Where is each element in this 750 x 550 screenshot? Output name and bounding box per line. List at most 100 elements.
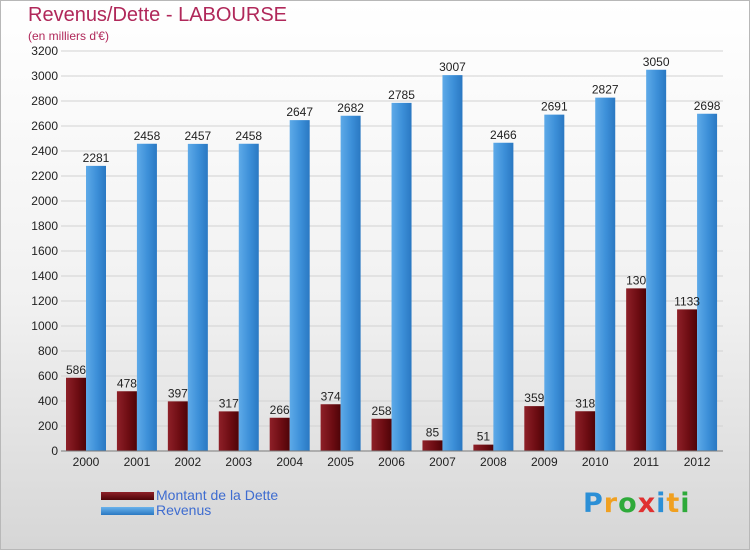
x-tick-label: 2009 xyxy=(531,455,558,469)
bar-revenus xyxy=(136,143,157,451)
y-tick-label: 0 xyxy=(51,444,58,458)
logo-letter: i xyxy=(656,488,667,519)
bar-dette xyxy=(116,391,137,451)
x-tick-label: 2010 xyxy=(582,455,609,469)
data-label-dette: 318 xyxy=(575,396,595,410)
x-tick-label: 2001 xyxy=(124,455,151,469)
bar-dette xyxy=(167,401,188,451)
y-tick-label: 1400 xyxy=(31,269,58,283)
data-label-dette: 359 xyxy=(524,391,544,405)
x-tick-label: 2002 xyxy=(174,455,201,469)
y-tick-label: 2200 xyxy=(31,169,58,183)
y-tick-label: 800 xyxy=(38,344,58,358)
logo-letter: t xyxy=(666,488,681,519)
bar-revenus xyxy=(289,120,310,451)
data-label-revenus: 2466 xyxy=(490,128,517,142)
y-tick-label: 2600 xyxy=(31,119,58,133)
bar-revenus xyxy=(697,113,718,451)
bar-dette xyxy=(473,444,494,451)
bar-revenus xyxy=(442,75,463,451)
x-tick-label: 2011 xyxy=(633,455,659,469)
y-tick-labels: 0 200 400 600 800 1000 1200 1400 1600 1800 2000 220… xyxy=(31,44,58,458)
data-label-revenus: 3007 xyxy=(439,60,466,74)
data-label-dette: 397 xyxy=(168,386,188,400)
data-label-dette: 317 xyxy=(219,396,239,410)
x-tick-label: 2004 xyxy=(276,455,303,469)
x-tick-label: 2006 xyxy=(378,455,405,469)
data-label-revenus: 2281 xyxy=(83,151,110,165)
bar-dette xyxy=(575,411,596,451)
data-labels: 586 2281 478 2458 397 2457 317 2458 266 2647 374 26… xyxy=(66,55,721,444)
proxiti-logo: Proxiti xyxy=(583,488,691,519)
bar-revenus xyxy=(595,97,616,451)
bar-dette xyxy=(422,440,443,451)
bar-revenus xyxy=(238,143,259,451)
bar-dette xyxy=(218,411,239,451)
y-tick-label: 1200 xyxy=(31,294,58,308)
data-label-revenus: 3050 xyxy=(643,55,670,69)
chart-title: Revenus/Dette - LABOURSE xyxy=(28,4,287,26)
legend-swatch-dette xyxy=(101,492,154,500)
legend-label-dette: Montant de la Dette xyxy=(156,487,279,503)
y-tick-label: 1600 xyxy=(31,244,58,258)
x-tick-label: 2012 xyxy=(684,455,711,469)
legend-label-revenus: Revenus xyxy=(156,502,212,518)
legend-swatch-revenus xyxy=(101,507,154,515)
data-label-revenus: 2647 xyxy=(286,105,313,119)
x-tick-label: 2007 xyxy=(429,455,456,469)
x-tick-label: 2005 xyxy=(327,455,354,469)
logo-letter: r xyxy=(603,488,619,519)
y-tick-label: 2800 xyxy=(31,94,58,108)
y-tick-label: 400 xyxy=(38,394,58,408)
y-tick-label: 1800 xyxy=(31,219,58,233)
data-label-dette: 130 xyxy=(626,273,646,287)
bar-dette xyxy=(626,288,647,451)
data-label-revenus: 2691 xyxy=(541,100,568,114)
bar-revenus xyxy=(187,143,208,451)
data-label-dette: 586 xyxy=(66,363,86,377)
y-tick-label: 3000 xyxy=(31,69,58,83)
bar-dette xyxy=(371,418,392,451)
logo-letter: o xyxy=(618,488,638,519)
data-label-dette: 85 xyxy=(426,425,440,439)
data-label-dette: 51 xyxy=(477,430,491,444)
data-label-dette: 478 xyxy=(117,376,137,390)
data-label-dette: 258 xyxy=(372,404,392,418)
bar-dette xyxy=(269,417,290,451)
data-label-dette: 374 xyxy=(321,389,341,403)
y-tick-label: 600 xyxy=(38,369,58,383)
data-label-revenus: 2827 xyxy=(592,83,619,97)
data-label-revenus: 2785 xyxy=(388,88,415,102)
y-tick-label: 1000 xyxy=(31,319,58,333)
bar-revenus xyxy=(391,102,412,451)
y-tick-label: 2400 xyxy=(31,144,58,158)
logo-letter: i xyxy=(680,488,691,519)
data-label-revenus: 2458 xyxy=(235,129,262,143)
bar-dette xyxy=(524,406,545,451)
logo-letter: x xyxy=(637,488,657,519)
x-tick-label: 2008 xyxy=(480,455,507,469)
data-label-dette: 266 xyxy=(270,403,290,417)
x-tick-labels: 2000 2001 2002 2003 2004 2005 2006 2007 2008 2009… xyxy=(73,455,711,469)
data-label-revenus: 2682 xyxy=(337,101,364,115)
bar-revenus xyxy=(646,69,667,451)
bar-revenus xyxy=(544,114,565,451)
data-label-dette: 1133 xyxy=(674,294,700,308)
bar-revenus xyxy=(340,115,361,451)
bar-dette xyxy=(677,309,698,451)
bar-revenus xyxy=(86,165,106,451)
data-label-revenus: 2698 xyxy=(694,99,721,113)
bar-revenus xyxy=(493,142,514,451)
x-tick-label: 2000 xyxy=(73,455,100,469)
data-label-revenus: 2458 xyxy=(134,129,161,143)
bar-dette xyxy=(320,404,341,451)
chart-subtitle: (en milliers d'€) xyxy=(28,29,109,43)
bars xyxy=(66,69,718,451)
data-label-revenus: 2457 xyxy=(184,129,211,143)
bar-dette xyxy=(66,377,86,451)
y-tick-label: 200 xyxy=(38,419,58,433)
logo-letter: P xyxy=(583,488,604,519)
y-tick-label: 2000 xyxy=(31,194,58,208)
